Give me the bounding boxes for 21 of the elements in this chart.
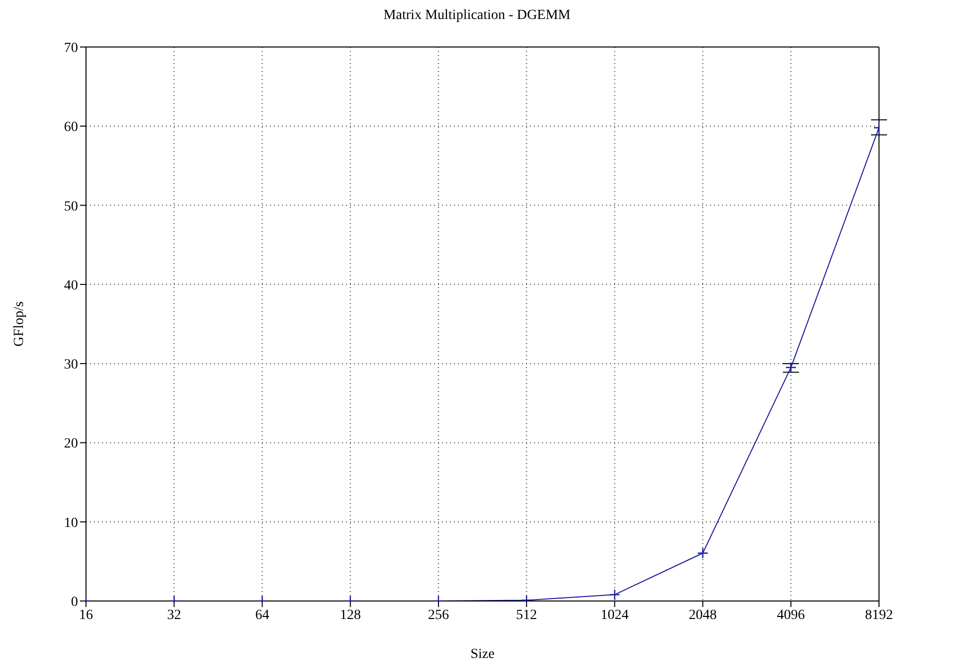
x-tick-label: 1024 (600, 608, 629, 623)
x-tick-label: 4096 (776, 608, 805, 623)
y-tick-label: 40 (64, 278, 78, 294)
x-tick-label: 8192 (865, 608, 893, 623)
y-tick-label: 10 (64, 516, 78, 531)
y-tick-label: 30 (64, 358, 78, 373)
y-axis-title: GFlop/s (12, 301, 27, 347)
y-tick-label: 0 (71, 594, 78, 610)
y-tick-label: 70 (64, 40, 78, 56)
x-axis-title: Size (470, 647, 495, 660)
x-tick-label: 64 (255, 608, 270, 623)
x-tick-label: 512 (516, 608, 538, 623)
x-tick-label: 2048 (688, 608, 717, 623)
y-tick-label: 20 (64, 436, 78, 452)
chart-title: Matrix Multiplication - DGEMM (382, 8, 572, 24)
x-tick-label: 128 (340, 608, 361, 623)
x-tick-label: 16 (79, 608, 93, 623)
y-tick-label: 50 (64, 199, 78, 214)
x-tick-label: 256 (428, 608, 449, 623)
x-tick-label: 32 (167, 608, 182, 623)
y-tick-label: 60 (64, 120, 78, 136)
